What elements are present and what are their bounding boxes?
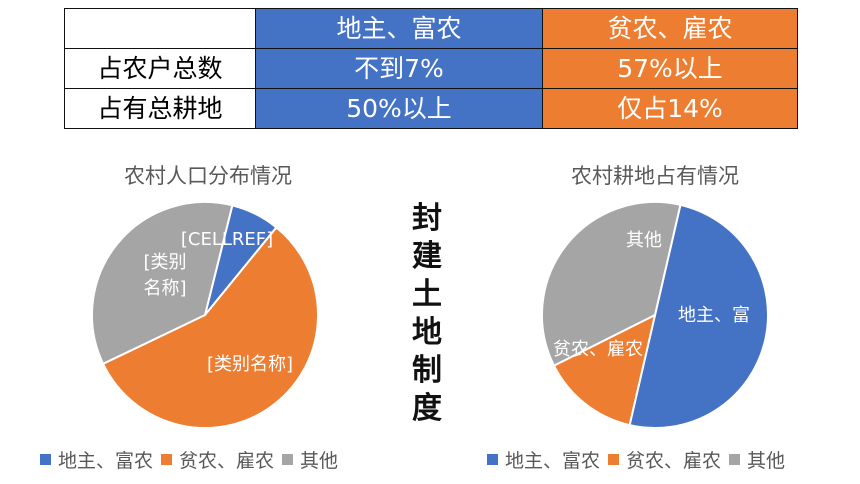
- pie-slice-label: [CELLREF]: [181, 229, 273, 250]
- table-row-label: 占有总耕地: [64, 88, 256, 129]
- table-header-row: 地主、富农 贫农、雇农: [64, 8, 798, 49]
- legend-swatch-gray: [729, 454, 741, 465]
- vertical-title: 封 建 土 地 制 度: [405, 200, 449, 428]
- legend-swatch-blue: [487, 454, 498, 465]
- legend-swatch-gray: [282, 454, 294, 465]
- legend-item: 地主、富农: [40, 446, 153, 473]
- table-cell: 57%以上: [542, 48, 798, 89]
- legend-item: 贫农、雇农: [161, 446, 274, 473]
- pie-slice-1: [552, 313, 657, 427]
- legend-label: 地主、富农: [505, 450, 601, 472]
- legend-population: 地主、富农 贫农、雇农 其他: [40, 446, 346, 473]
- table-row: 占农户总数 不到7% 57%以上: [64, 48, 798, 89]
- vertical-title-char: 封: [412, 201, 442, 236]
- pie-chart-population: [CELLREF][类别名称][类别名称]: [91, 201, 319, 429]
- table-cell: 仅占14%: [542, 88, 798, 129]
- pie-slice-2: [91, 201, 234, 366]
- pie-slice-label: [类别名称]: [143, 252, 186, 299]
- legend-swatch-orange: [608, 454, 620, 465]
- legend-item: 其他: [729, 446, 785, 473]
- legend-label: 贫农、雇农: [179, 450, 275, 472]
- vertical-title-char: 制: [412, 353, 442, 388]
- legend-label: 贫农、雇农: [626, 450, 722, 472]
- table-row: 占有总耕地 50%以上 仅占14%: [64, 88, 798, 129]
- table-corner-cell: [64, 8, 256, 49]
- table-cell: 不到7%: [255, 48, 543, 89]
- vertical-title-char: 建: [412, 239, 442, 274]
- vertical-title-char: 地: [412, 315, 442, 350]
- chart-title-farmland: 农村耕地占有情况: [571, 164, 739, 188]
- legend-item: 其他: [282, 446, 338, 473]
- summary-table: 地主、富农 贫农、雇农 占农户总数 不到7% 57%以上 占有总耕地 50%以上…: [64, 8, 798, 129]
- pie-slice-label: 贫农、雇农: [553, 339, 643, 360]
- legend-label: 其他: [300, 450, 339, 472]
- legend-swatch-orange: [161, 454, 173, 465]
- pie-slice-label: 地主、富: [678, 305, 750, 326]
- legend-farmland: 地主、富农 贫农、雇农 其他: [487, 446, 793, 473]
- legend-label: 地主、富农: [58, 450, 154, 472]
- pie-slice-label: [类别名称]: [207, 354, 293, 375]
- legend-label: 其他: [747, 450, 786, 472]
- vertical-title-char: 土: [412, 277, 442, 312]
- pie-slice-2: [541, 201, 682, 367]
- table-row-label: 占农户总数: [64, 48, 256, 89]
- table-header-peasant: 贫农、雇农: [542, 8, 798, 49]
- legend-swatch-blue: [40, 454, 51, 465]
- legend-item: 贫农、雇农: [608, 446, 721, 473]
- pie-slice-1: [101, 226, 319, 429]
- table-cell: 50%以上: [255, 88, 543, 129]
- vertical-title-char: 度: [412, 391, 442, 426]
- legend-item: 地主、富农: [487, 446, 600, 473]
- chart-title-population: 农村人口分布情况: [124, 164, 292, 188]
- pie-slice-0: [628, 203, 769, 429]
- pie-chart-farmland: 地主、富贫农、雇农 其他: [541, 201, 769, 429]
- table-header-landlord: 地主、富农: [255, 8, 543, 49]
- pie-slice-label: 其他: [626, 230, 662, 251]
